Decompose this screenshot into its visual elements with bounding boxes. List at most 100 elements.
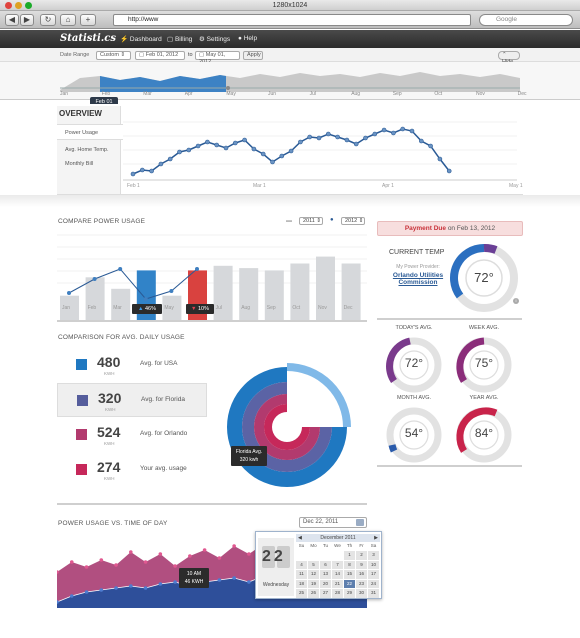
nav-billing[interactable]: ▢ Billing bbox=[167, 36, 193, 43]
overview-point[interactable] bbox=[325, 131, 331, 137]
tod-bottom-point[interactable] bbox=[143, 586, 148, 590]
overview-point[interactable] bbox=[205, 139, 210, 145]
tod-bottom-point[interactable] bbox=[232, 576, 236, 580]
tod-bottom-point[interactable] bbox=[158, 582, 163, 586]
address-bar[interactable]: http://www bbox=[113, 14, 471, 26]
home-button[interactable]: ⌂ bbox=[60, 14, 76, 26]
overview-point[interactable] bbox=[130, 171, 136, 177]
overview-point[interactable] bbox=[233, 140, 238, 146]
overview-point[interactable] bbox=[335, 134, 340, 140]
calendar-day[interactable]: 10 bbox=[368, 560, 379, 569]
tod-bottom-point[interactable] bbox=[217, 578, 222, 582]
overview-point[interactable] bbox=[260, 151, 266, 157]
nav-dashboard[interactable]: ⚡ Dashboard bbox=[120, 36, 162, 43]
overview-point[interactable] bbox=[418, 138, 424, 144]
calendar-day[interactable]: 9 bbox=[356, 560, 367, 569]
daily-row[interactable]: 480 KWH Avg. for USA bbox=[57, 348, 207, 382]
calendar-day[interactable]: 21 bbox=[332, 579, 343, 588]
calendar-day[interactable]: 30 bbox=[356, 589, 367, 598]
tod-top-point[interactable] bbox=[188, 554, 192, 558]
calendar-day[interactable]: 29 bbox=[344, 589, 355, 598]
provider-link[interactable]: Orlando Utilities Commission bbox=[392, 272, 444, 286]
date-from-input[interactable]: ▢ Feb 01, 2012 bbox=[135, 51, 185, 60]
calendar-day[interactable]: 19 bbox=[308, 579, 319, 588]
compare-point[interactable] bbox=[169, 289, 174, 293]
compare-bar[interactable] bbox=[290, 263, 310, 322]
overview-point[interactable] bbox=[167, 156, 173, 162]
date-to-input[interactable]: ▢ May 01, 2012 bbox=[195, 51, 240, 65]
tod-top-point[interactable] bbox=[247, 552, 251, 556]
calendar-day[interactable]: 26 bbox=[308, 589, 319, 598]
compare-bar[interactable] bbox=[341, 263, 361, 322]
overview-point[interactable] bbox=[158, 161, 164, 167]
tod-top-point[interactable] bbox=[202, 548, 207, 552]
overview-point[interactable] bbox=[270, 159, 275, 165]
year-a-select[interactable]: 2011 ⇕ bbox=[299, 217, 323, 225]
nav-help[interactable]: ● Help bbox=[238, 35, 258, 42]
compare-point[interactable] bbox=[118, 267, 123, 271]
year-b-select[interactable]: 2012 ⇕ bbox=[341, 217, 365, 225]
overview-point[interactable] bbox=[149, 168, 154, 174]
overview-point[interactable] bbox=[381, 127, 387, 133]
overview-point[interactable] bbox=[298, 139, 303, 145]
calendar-day[interactable]: 1 bbox=[344, 551, 355, 560]
info-icon[interactable]: i bbox=[513, 298, 519, 304]
apply-button[interactable]: Apply bbox=[243, 51, 263, 60]
calendar-day[interactable]: 6 bbox=[320, 560, 331, 569]
overview-point[interactable] bbox=[437, 156, 443, 162]
tod-top-point[interactable] bbox=[84, 565, 89, 569]
tod-bottom-point[interactable] bbox=[99, 588, 104, 592]
overview-point[interactable] bbox=[409, 128, 415, 134]
date-picker-input[interactable]: Dec 22, 2011 bbox=[299, 517, 367, 528]
calendar-day[interactable]: 3 bbox=[368, 551, 379, 560]
nav-settings[interactable]: ⚙ Settings bbox=[199, 36, 231, 43]
tod-bottom-point[interactable] bbox=[129, 584, 133, 588]
tod-top-point[interactable] bbox=[99, 558, 104, 562]
compare-bar[interactable] bbox=[85, 277, 105, 321]
calendar-day[interactable]: 14 bbox=[332, 570, 343, 579]
calendar-popup[interactable]: 22 Wednesday ◀ December 2011 ▶ Su Mo Tu We Th F… bbox=[255, 531, 382, 599]
zoom-window-button[interactable] bbox=[25, 2, 32, 9]
compare-point[interactable] bbox=[143, 297, 148, 301]
calendar-day[interactable]: 13 bbox=[320, 570, 331, 579]
tod-top-point[interactable] bbox=[217, 556, 222, 560]
calendar-day[interactable]: 27 bbox=[320, 589, 331, 598]
overview-point[interactable] bbox=[391, 130, 396, 136]
calendar-day[interactable]: 28 bbox=[332, 589, 343, 598]
back-button[interactable]: ◀ bbox=[5, 14, 19, 26]
calendar-day[interactable]: 17 bbox=[368, 570, 379, 579]
calendar-day[interactable]: 5 bbox=[308, 560, 319, 569]
compare-bar[interactable] bbox=[239, 268, 259, 321]
tod-top-point[interactable] bbox=[114, 563, 118, 567]
compare-point[interactable] bbox=[195, 267, 199, 271]
calendar-day[interactable]: 22 bbox=[344, 579, 355, 588]
calendar-next-icon[interactable]: ▶ bbox=[374, 535, 378, 541]
overview-tab-home-temp[interactable]: Avg. Home Temp. bbox=[65, 147, 109, 153]
timeline-strip[interactable] bbox=[0, 62, 580, 100]
calendar-day[interactable]: 7 bbox=[332, 560, 343, 569]
overview-point[interactable] bbox=[446, 168, 452, 174]
tod-bottom-point[interactable] bbox=[247, 580, 251, 584]
calendar-day[interactable]: 4 bbox=[296, 560, 307, 569]
hide-strip-button[interactable]: ⌃ Hide bbox=[498, 51, 520, 65]
overview-point[interactable] bbox=[140, 167, 145, 173]
forward-button[interactable]: ▶ bbox=[20, 14, 34, 26]
calendar-day[interactable]: 16 bbox=[356, 570, 367, 579]
overview-tab-monthly-bill[interactable]: Monthly Bill bbox=[65, 161, 94, 167]
compare-point[interactable] bbox=[92, 277, 97, 281]
overview-point[interactable] bbox=[428, 143, 433, 149]
tod-top-point[interactable] bbox=[232, 544, 236, 548]
overview-point[interactable] bbox=[223, 145, 229, 151]
overview-tab-power-usage[interactable]: Power Usage bbox=[57, 124, 123, 140]
close-window-button[interactable] bbox=[5, 2, 12, 9]
calendar-day[interactable]: 15 bbox=[344, 570, 355, 579]
overview-point[interactable] bbox=[242, 137, 247, 143]
calendar-day[interactable]: 31 bbox=[368, 589, 379, 598]
calendar-prev-icon[interactable]: ◀ bbox=[298, 535, 302, 541]
calendar-day[interactable]: 11 bbox=[296, 570, 307, 579]
daily-row[interactable]: 320 KWH Avg. for Florida bbox=[57, 383, 207, 417]
tod-bottom-point[interactable] bbox=[84, 590, 89, 594]
daily-row[interactable]: 524 KWH Avg. for Orlando bbox=[57, 418, 207, 452]
bookmark-button[interactable]: + bbox=[80, 14, 96, 26]
overview-point[interactable] bbox=[177, 149, 182, 155]
